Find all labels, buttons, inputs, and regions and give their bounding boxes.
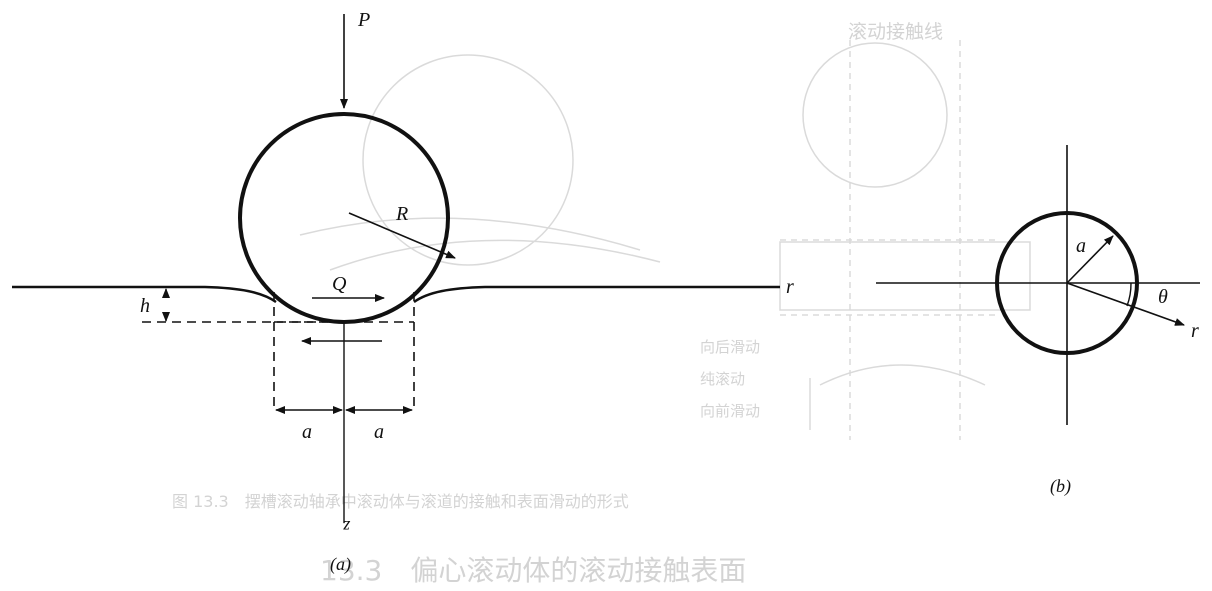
ghost-curve-1 <box>299 217 641 251</box>
radial-axis-label-a: r <box>786 276 794 298</box>
panel-label-b: (b) <box>1050 476 1071 497</box>
radius-arrow <box>348 212 456 259</box>
radius-label: R <box>395 203 408 225</box>
contact-half-width-left-label: a <box>302 421 312 443</box>
ghost-heading: 13.3 偏心滚动体的滚动接触表面 <box>320 554 746 587</box>
ghost-side-label-3: 向前滑动 <box>700 402 760 420</box>
load-label: P <box>357 9 370 31</box>
ghost-diagram-title: 滚动接触线 <box>848 21 943 43</box>
ghost-circle-left <box>362 54 574 266</box>
ghost-rect <box>779 241 1031 311</box>
contact-radius-arrow <box>1066 235 1114 284</box>
deformed-surface <box>12 285 780 304</box>
depth-axis-label: z <box>343 517 351 537</box>
panel-label-a: (a) <box>330 554 351 575</box>
angle-arc <box>1126 282 1132 307</box>
ghost-side-label-2: 纯滚动 <box>700 370 745 388</box>
ghost-side-label-1: 向后滑动 <box>700 338 760 356</box>
angle-label: θ <box>1158 286 1168 308</box>
figure-b-labels: a θ r (b) <box>1050 235 1199 497</box>
bleed-through-layer: 滚动接触线 向后滑动 纯滚动 向前滑动 图 13.3 摆槽滚动轴承中滚动体与滚道… <box>172 21 1031 587</box>
ghost-caption: 图 13.3 摆槽滚动轴承中滚动体与滚道的接触和表面滑动的形式 <box>172 492 629 511</box>
radial-direction-arrow <box>1066 282 1185 326</box>
contact-radius-label: a <box>1076 235 1086 257</box>
radial-axis-label-b: r <box>1191 320 1199 342</box>
figure-a <box>12 14 780 523</box>
tangential-force-label: Q <box>332 273 347 295</box>
ghost-curve-2 <box>329 239 661 271</box>
contact-half-width-right-label: a <box>374 421 384 443</box>
figure-b <box>876 145 1200 425</box>
ghost-circle-right <box>802 42 948 188</box>
ghost-arch <box>819 364 986 386</box>
contact-circle <box>995 211 1139 355</box>
figure-a-labels: P R Q h a a r z (a) <box>140 9 794 575</box>
indentation-label: h <box>140 295 150 317</box>
